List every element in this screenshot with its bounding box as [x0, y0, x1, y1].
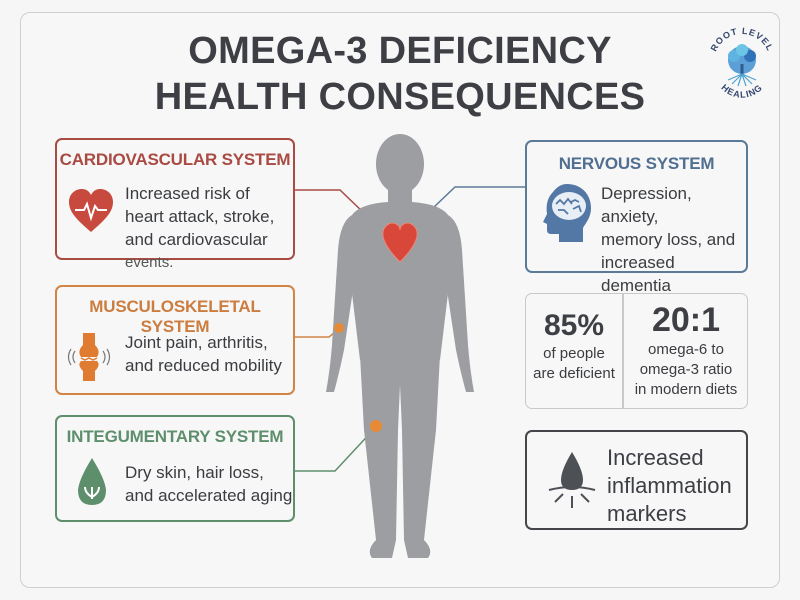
integumentary-heading: INTEGUMENTARY SYSTEM [66, 427, 284, 446]
human-body-silhouette [300, 130, 500, 570]
skin-drop-icon [75, 457, 109, 512]
inflammation-card: Increased inflammation markers [525, 430, 748, 530]
title-line-1: OMEGA-3 DEFICIENCY [188, 30, 612, 72]
musculoskeletal-description: Joint pain, arthritis, and reduced mobil… [125, 333, 282, 375]
stats-divider [622, 294, 624, 408]
tree-with-roots-icon: ROOT LEVEL HEALING [709, 26, 775, 100]
root-level-healing-logo: ROOT LEVEL HEALING [702, 22, 782, 110]
inflammation-description: Increased inflammation markers [607, 445, 732, 526]
heart-organ [382, 222, 418, 263]
inflammation-drop-icon [547, 450, 597, 515]
ratio-stat: 20:1 omega-6 to omega-3 ratio in modern … [624, 300, 748, 400]
musculoskeletal-heading: MUSCULOSKELETAL SYSTEM [89, 297, 261, 336]
nervous-system-card: NERVOUS SYSTEM Depression, anxiety, memo… [525, 140, 748, 318]
statistics-card: 85% of people are deficient 20:1 omega-6… [525, 293, 748, 409]
svg-text:HEALING: HEALING [719, 82, 764, 100]
cardiovascular-description: Increased risk of heart attack, stroke, … [125, 184, 275, 271]
cardiovascular-heading: CARDIOVASCULAR SYSTEM [59, 150, 291, 169]
page-title: OMEGA-3 DEFICIENCY HEALTH CONSEQUENCES [0, 28, 800, 120]
omega-ratio: 20:1 [651, 301, 721, 339]
brain-head-icon [541, 182, 593, 249]
title-line-2: HEALTH CONSEQUENCES [154, 76, 646, 118]
integumentary-description: Dry skin, hair loss, and accelerated agi… [125, 463, 293, 505]
heart-pulse-icon [67, 188, 115, 239]
wrist-marker-dot [334, 323, 344, 333]
knee-marker-dot [370, 420, 382, 432]
deficiency-percent: 85% [543, 309, 605, 342]
musculoskeletal-system-card: MUSCULOSKELETAL SYSTEM Joint pain, arthr… [55, 285, 295, 395]
nervous-description: Depression, anxiety, memory loss, and in… [601, 184, 736, 318]
cardiovascular-system-card: CARDIOVASCULAR SYSTEM Increased risk of … [55, 138, 295, 271]
integumentary-system-card: INTEGUMENTARY SYSTEM Dry skin, hair loss… [55, 415, 295, 522]
deficiency-stat: 85% of people are deficient [526, 308, 622, 384]
nervous-heading: NERVOUS SYSTEM [558, 154, 715, 173]
joint-pain-icon [67, 331, 111, 388]
